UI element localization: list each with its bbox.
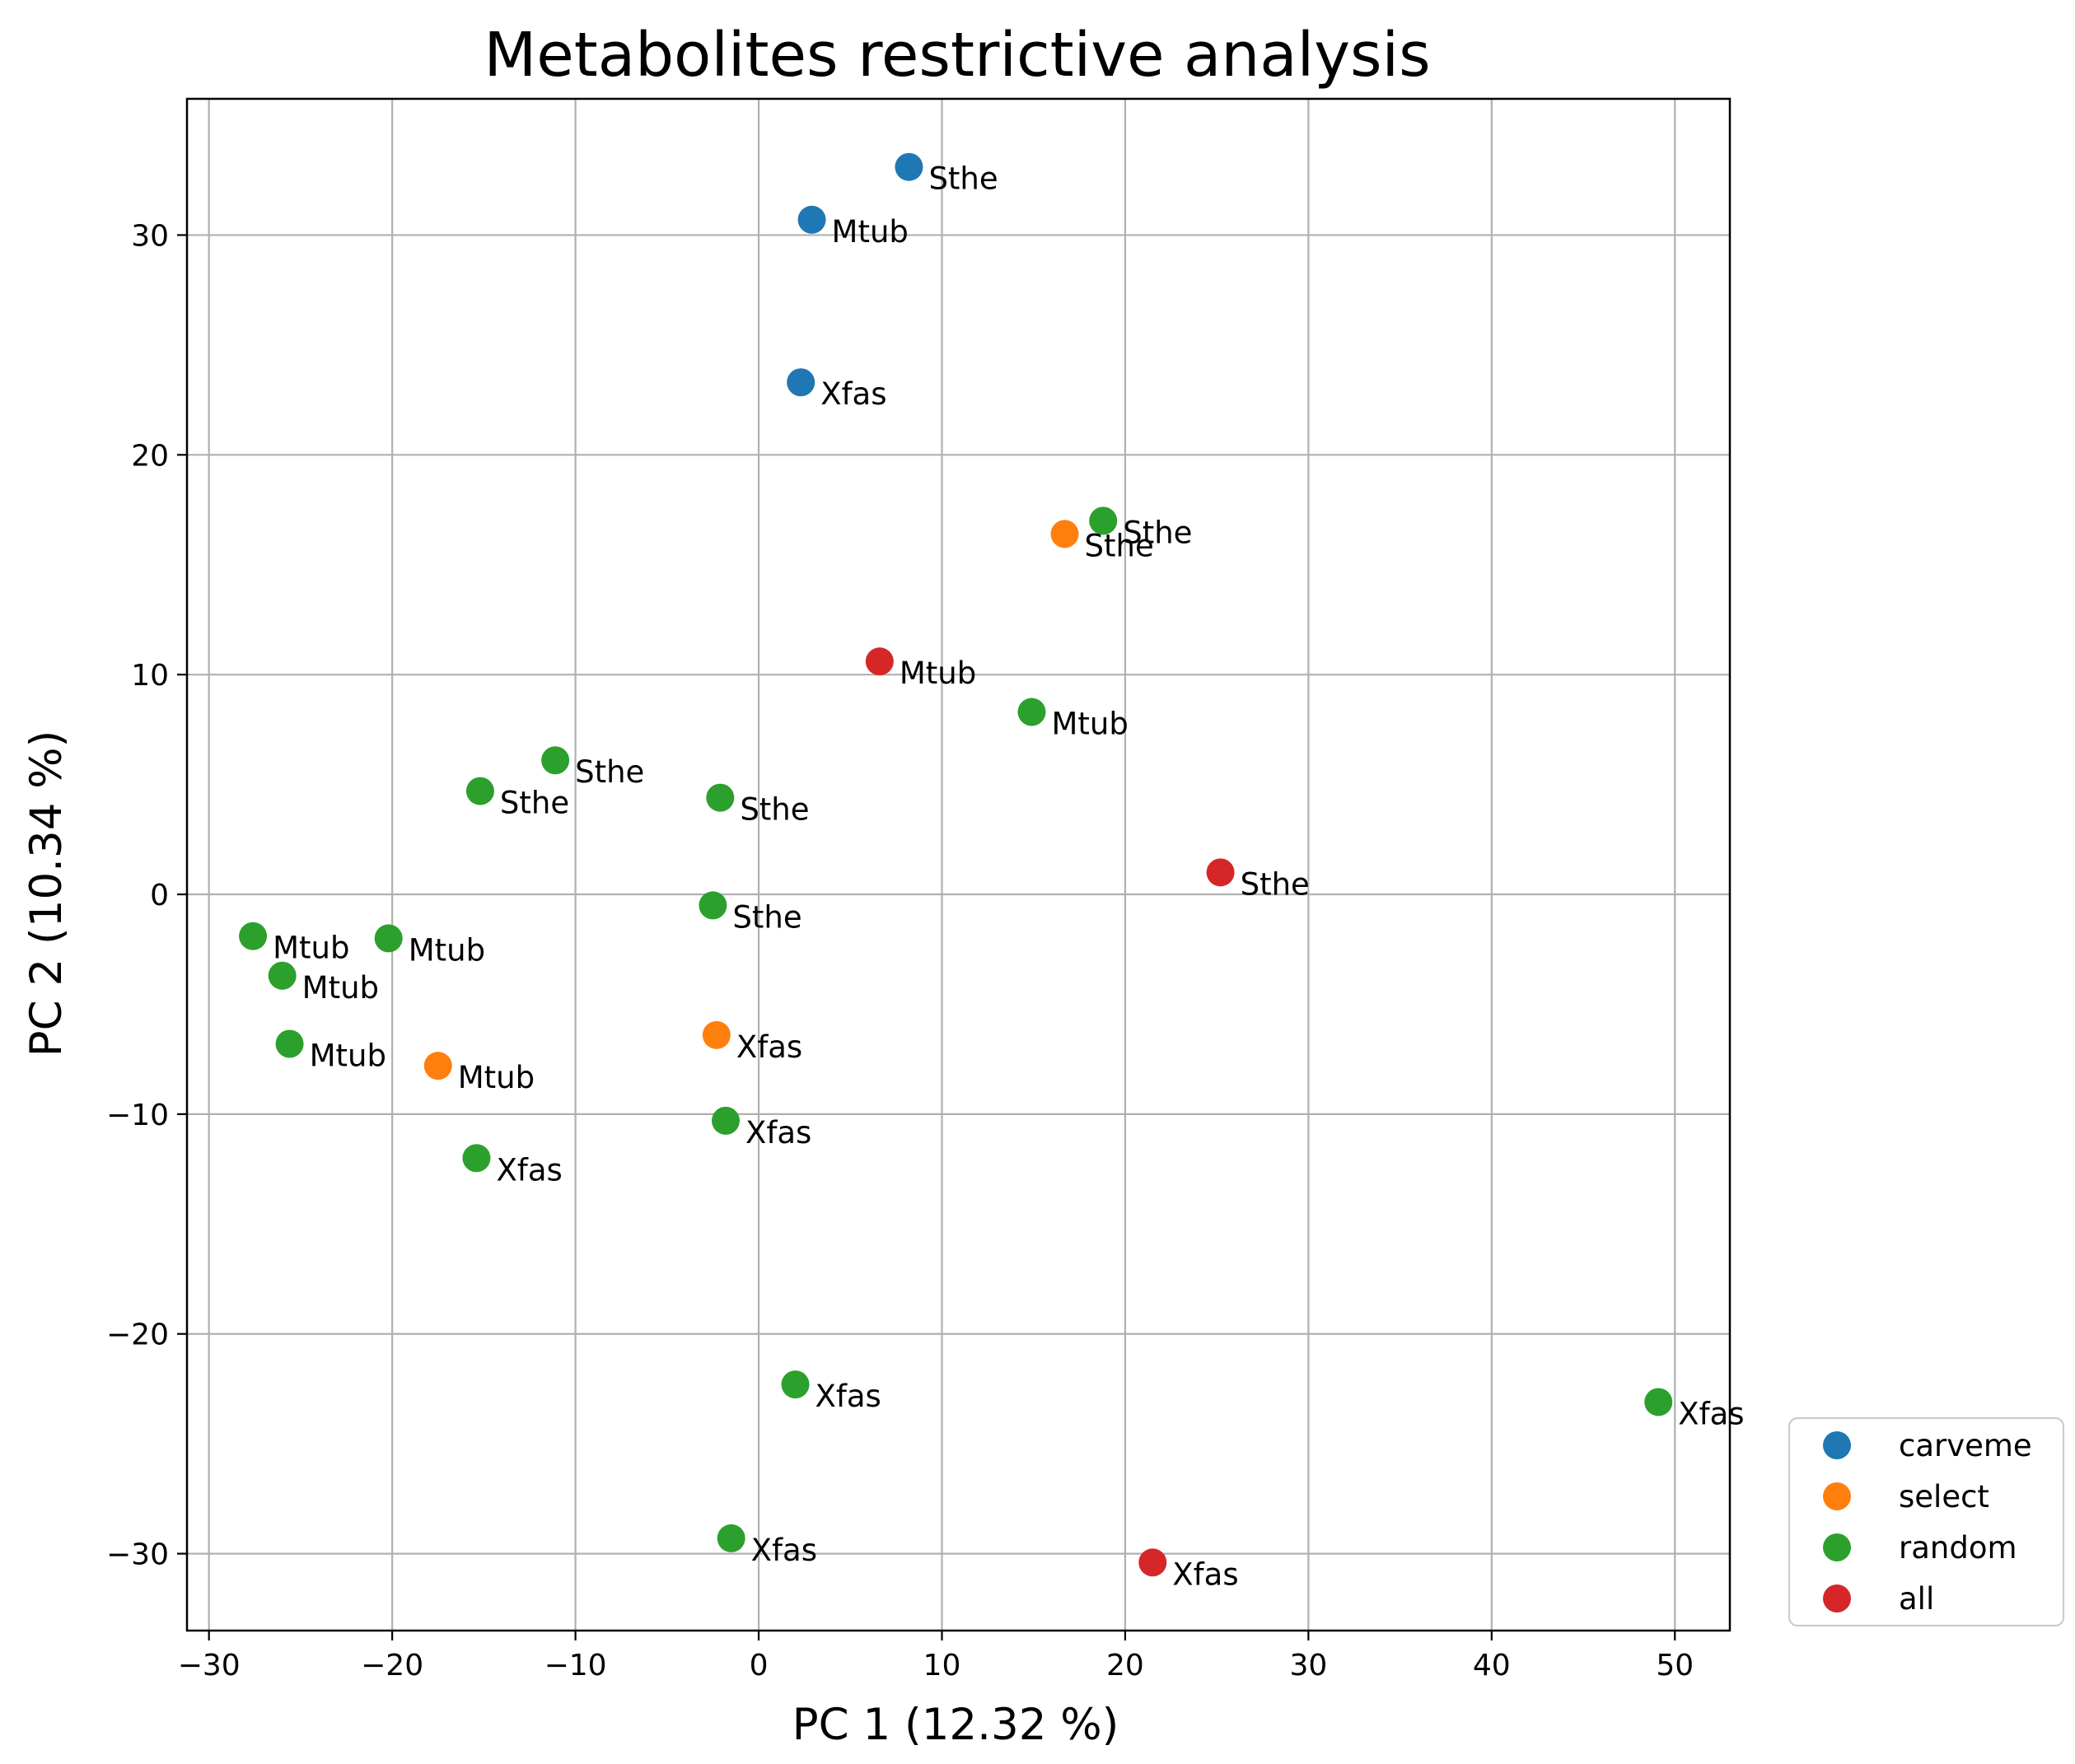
legend-marker-carveme: [1823, 1431, 1851, 1459]
legend-marker-select: [1823, 1482, 1851, 1510]
point-label: Mtub: [310, 1038, 386, 1073]
y-tick-label: −10: [106, 1099, 169, 1132]
point-label: Sthe: [740, 792, 809, 828]
x-tick-label: 50: [1656, 1649, 1694, 1682]
legend-label-carveme: carveme: [1899, 1428, 2032, 1463]
point-label: Xfas: [1172, 1556, 1238, 1592]
point-label: Sthe: [928, 161, 998, 197]
data-point-random: [711, 1106, 740, 1135]
plot-frame: [185, 97, 1732, 1632]
x-tick-label: −30: [178, 1649, 241, 1682]
point-label: Xfas: [816, 1379, 881, 1414]
data-point-random: [374, 924, 403, 953]
data-point-random: [1644, 1388, 1673, 1416]
data-point-random: [706, 783, 735, 812]
legend-box: [1788, 1416, 2065, 1627]
legend-label-all: all: [1899, 1581, 1934, 1617]
point-label: Sthe: [1085, 528, 1154, 563]
point-label: Mtub: [302, 970, 379, 1006]
legend-marker-all: [1823, 1584, 1851, 1612]
y-tick-label: 0: [150, 879, 169, 912]
point-label: Mtub: [1051, 707, 1128, 742]
legend-label-select: select: [1899, 1479, 1989, 1514]
legend-label-random: random: [1899, 1530, 2017, 1566]
x-tick-label: −10: [544, 1649, 607, 1682]
legend-marker-random: [1823, 1533, 1851, 1561]
data-point-select: [423, 1052, 452, 1080]
point-label: Sthe: [575, 754, 644, 790]
x-tick-label: 0: [750, 1649, 769, 1682]
point-label: Xfas: [751, 1533, 817, 1568]
point-label: Sthe: [500, 786, 569, 821]
point-label: Xfas: [1678, 1396, 1744, 1431]
chart-title: Metabolites restrictive analysis: [484, 20, 1430, 91]
grid-lines: [187, 99, 1730, 1631]
data-point-random: [541, 746, 570, 775]
data-point-all: [1138, 1548, 1167, 1577]
point-label: Xfas: [820, 376, 886, 412]
point-label: Sthe: [1241, 866, 1310, 902]
x-axis-label: PC 1 (12.32 %): [792, 1700, 1119, 1750]
y-tick-label: 30: [131, 219, 169, 253]
data-point-random: [239, 922, 268, 950]
data-point-random: [717, 1524, 745, 1552]
point-label: Sthe: [1123, 515, 1192, 550]
legend: carveme select random all: [1788, 1416, 2065, 1627]
data-point-all: [865, 647, 894, 676]
data-point-random: [781, 1370, 810, 1399]
data-point-random: [268, 961, 297, 990]
data-point-carveme: [787, 368, 816, 397]
x-tick-label: 20: [1106, 1649, 1144, 1682]
y-tick-label: 20: [131, 439, 169, 473]
x-tick-label: −20: [361, 1649, 423, 1682]
data-point-random: [699, 891, 727, 920]
data-point-random: [465, 777, 494, 805]
point-label: Mtub: [832, 214, 909, 250]
point-label: Xfas: [745, 1115, 811, 1150]
data-point-random: [275, 1029, 304, 1058]
point-label: Xfas: [736, 1029, 802, 1065]
data-point-select: [702, 1020, 731, 1049]
point-label: Mtub: [458, 1060, 535, 1095]
x-tick-label: 30: [1289, 1649, 1327, 1682]
y-tick-label: −20: [106, 1318, 169, 1352]
point-label: Mtub: [273, 931, 349, 966]
data-point-all: [1206, 858, 1235, 887]
data-point-random: [462, 1144, 491, 1173]
point-label: Xfas: [496, 1152, 562, 1188]
y-axis-label: PC 2 (10.34 %): [21, 730, 72, 1057]
data-point-random: [1089, 506, 1118, 535]
data-point-carveme: [797, 205, 826, 234]
x-tick-label: 10: [923, 1649, 961, 1682]
y-tick-label: −30: [106, 1538, 169, 1572]
data-point-select: [1050, 520, 1079, 548]
y-tick-label: 10: [131, 659, 169, 693]
data-point-random: [1017, 698, 1046, 726]
axis-ticks: −30 −20 −10 0 10 20 30 40 50 −30 −20 −10 0 10 20 30: [106, 219, 1694, 1682]
data-points: StheMtubXfasStheXfasMtubStheMtubStheSthe…: [239, 152, 1745, 1592]
point-label: Mtub: [900, 656, 976, 691]
data-point-carveme: [895, 152, 923, 181]
point-label: Sthe: [732, 899, 801, 935]
point-label: Mtub: [409, 932, 485, 968]
x-tick-label: 40: [1473, 1649, 1511, 1682]
